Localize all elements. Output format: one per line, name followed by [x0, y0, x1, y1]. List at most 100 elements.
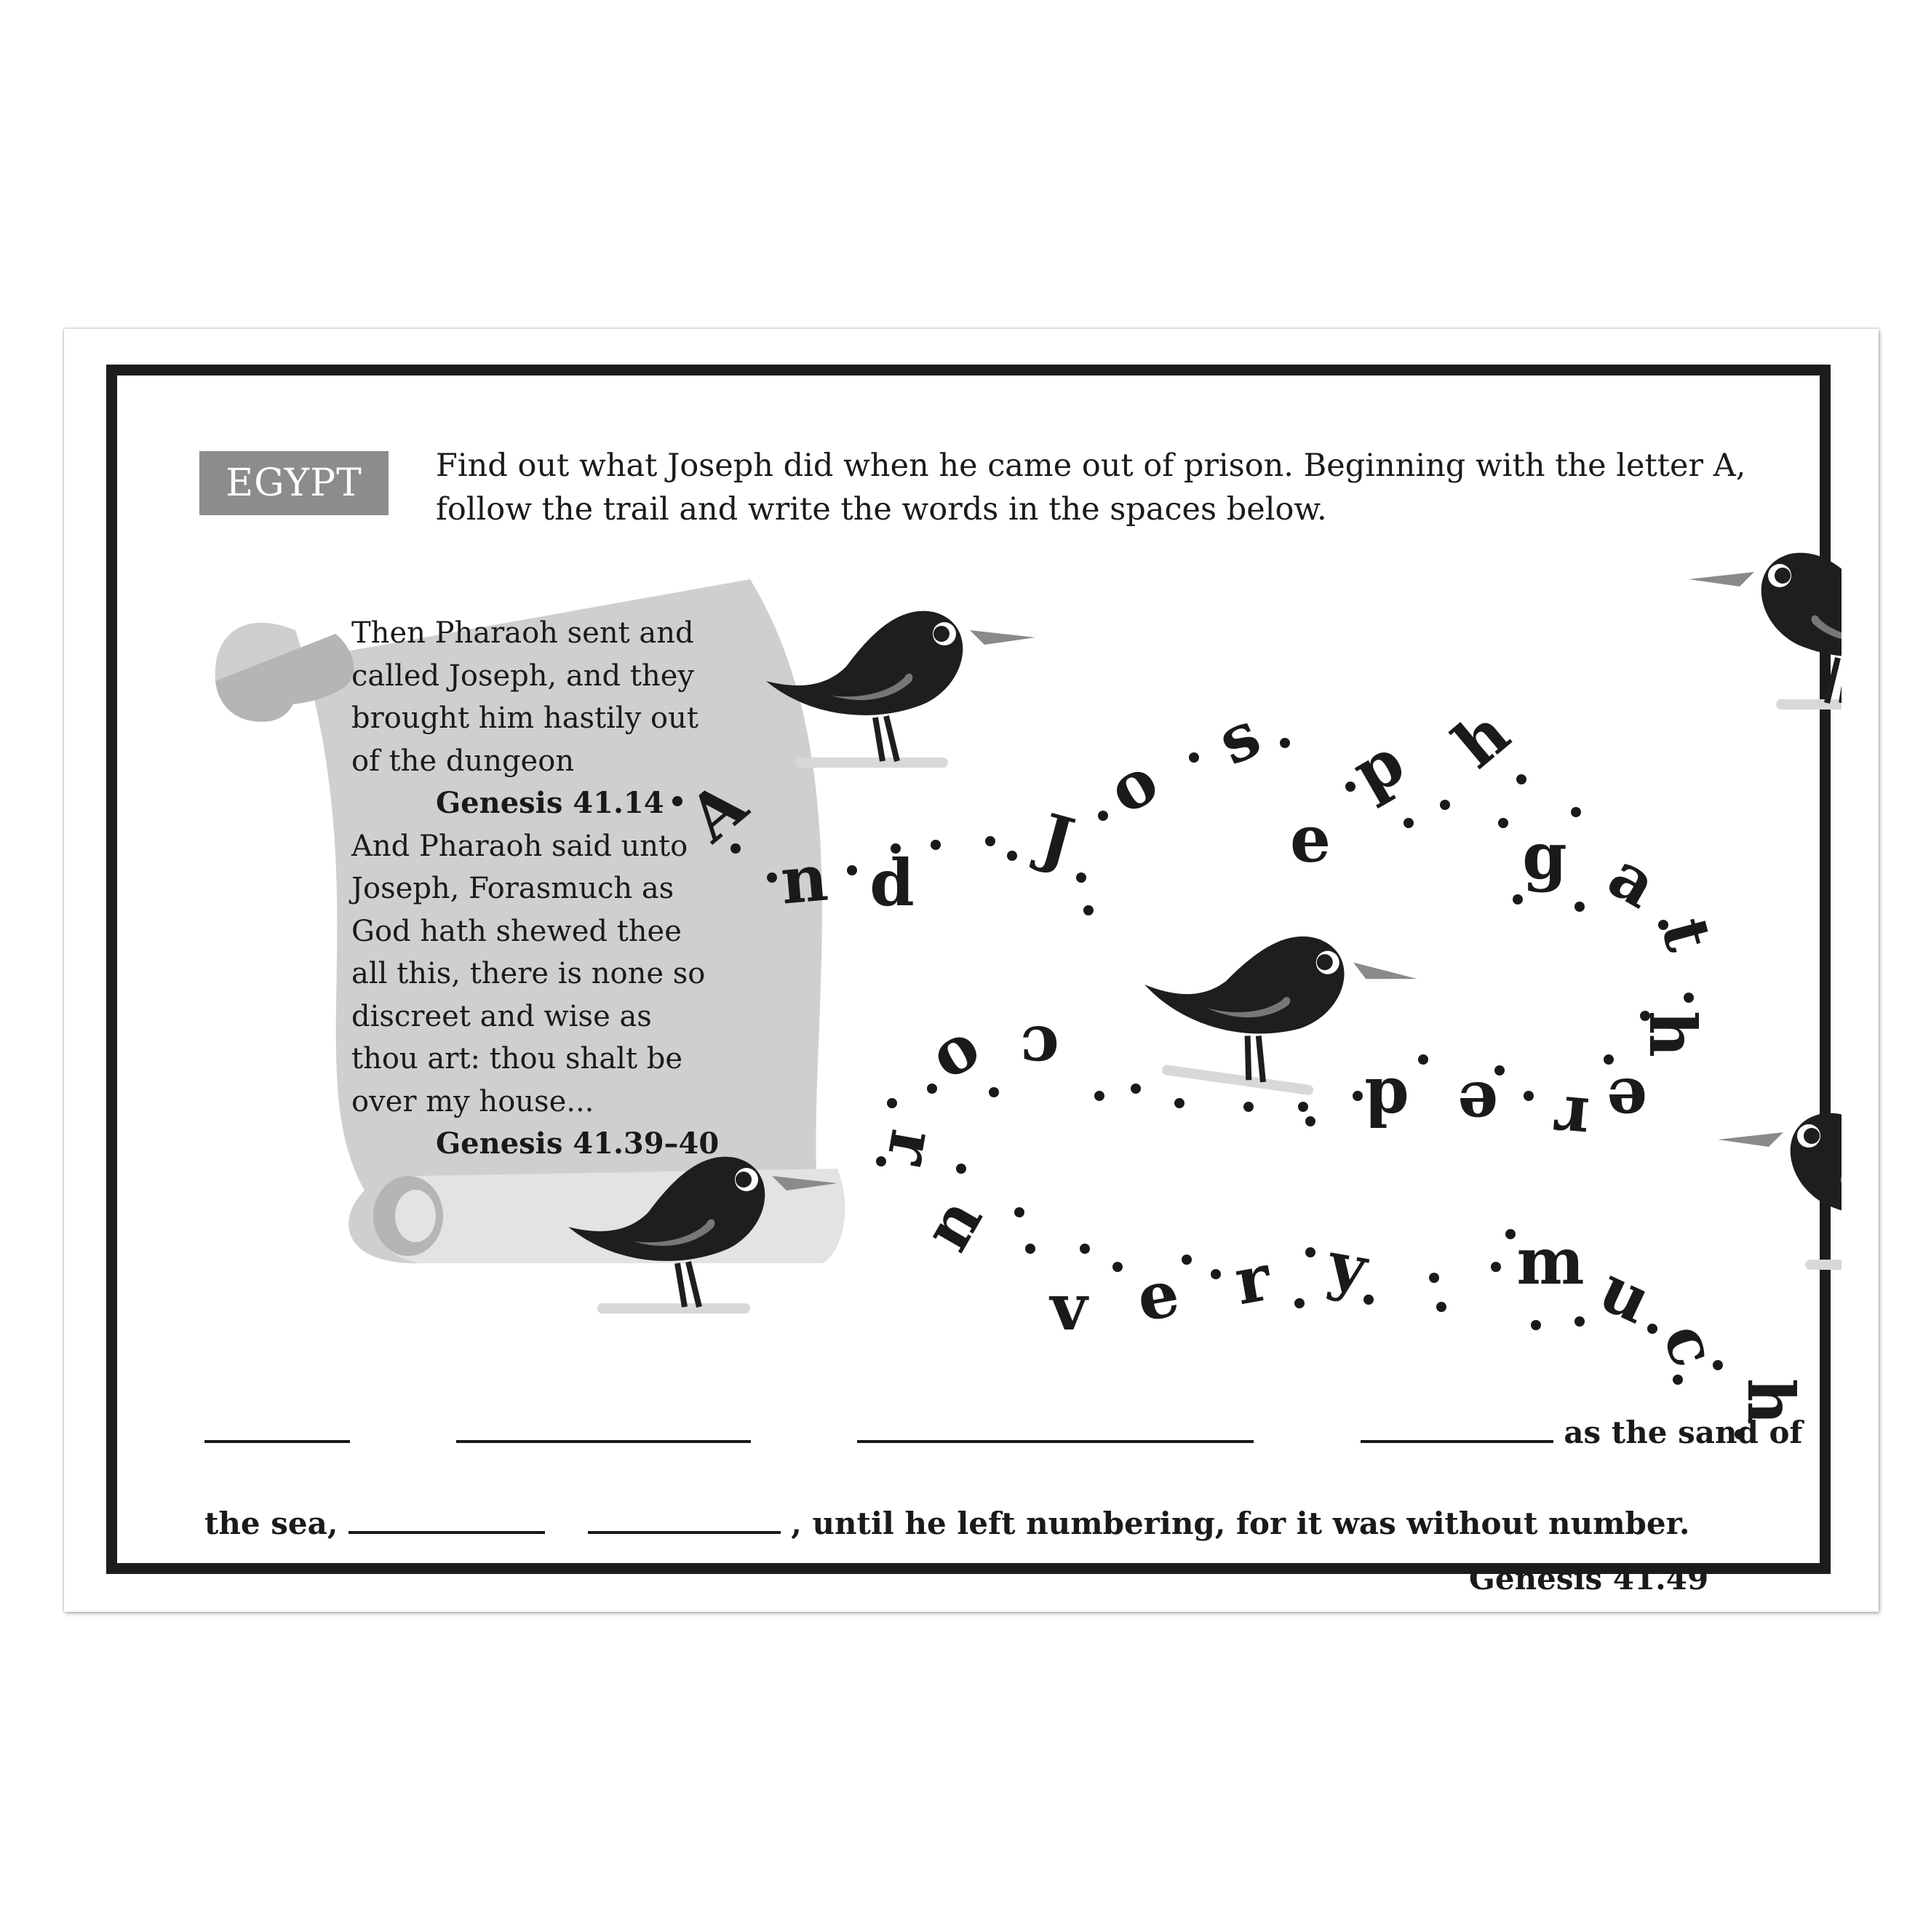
answer-text: , until he left numbering, for it was wi…	[791, 1506, 1690, 1541]
trail-dot	[1080, 1244, 1090, 1254]
answer-blank[interactable]	[587, 1527, 781, 1534]
trail-dot	[1684, 993, 1694, 1003]
trail-dot	[730, 843, 741, 854]
trail-dot	[1189, 752, 1199, 763]
answer-blank[interactable]	[456, 1436, 752, 1443]
trail-dot	[1491, 1262, 1501, 1272]
trail-dot	[1112, 1262, 1123, 1272]
crow-icon	[568, 1157, 837, 1313]
trail-letter: m	[1516, 1223, 1584, 1299]
trail-letter: h	[1733, 1378, 1809, 1425]
trail-letter: v	[1048, 1269, 1089, 1345]
worksheet-frame: EGYPT Find out what Joseph did when he c…	[106, 365, 1831, 1597]
scroll-line: God hath shewed thee	[351, 914, 682, 948]
trail-letter: h	[1439, 694, 1524, 782]
trail-letter: e	[1131, 1255, 1185, 1336]
trail-dot	[1516, 774, 1526, 784]
trail-dot	[1014, 1207, 1024, 1217]
scroll-line: Joseph, Forasmuch as	[351, 872, 674, 905]
trail-letter: e	[1457, 1068, 1498, 1143]
scroll-line: thou art: thou shalt be	[351, 1042, 683, 1076]
trail-dot	[1211, 1269, 1221, 1279]
trail-dot	[1098, 811, 1108, 821]
trail-letter: s	[1206, 696, 1271, 779]
answer-blank[interactable]	[857, 1436, 1254, 1443]
trail-dot	[1076, 872, 1086, 883]
trail-dot	[989, 1087, 999, 1097]
trail-dot	[1604, 1054, 1614, 1065]
trail-letter: g	[1522, 818, 1567, 894]
trail-dot	[1182, 1255, 1192, 1265]
trail-letter: c	[1020, 1011, 1059, 1087]
trail-dot	[1094, 1091, 1104, 1101]
trail-letter: a	[1596, 837, 1670, 923]
trail-dot	[891, 843, 901, 854]
trail-dot	[1713, 1360, 1723, 1370]
trail-letter: d	[1364, 1064, 1409, 1140]
trail-dot	[1298, 1102, 1308, 1112]
scroll-body	[215, 579, 823, 1263]
scroll-text: Then Pharaoh sent and called Joseph, and…	[351, 612, 730, 1166]
scroll-line: called Joseph, and they	[351, 659, 694, 693]
trail-letter: y	[1321, 1225, 1374, 1307]
scroll-reference: Genesis 41.14	[436, 786, 664, 820]
trail-dot	[1440, 800, 1450, 810]
trail-letter: e	[1290, 801, 1331, 877]
trail-letter: d	[869, 845, 915, 921]
trail-dot	[876, 1156, 886, 1166]
answer-line-1: as the sand of	[204, 1415, 1803, 1450]
trail-letter: n	[778, 839, 831, 918]
trail-dot	[1494, 1065, 1505, 1076]
scroll-reference: Genesis 41.39–40	[436, 1126, 720, 1161]
scroll-line: And Pharaoh said unto	[351, 829, 688, 863]
trail-dot	[1498, 818, 1508, 828]
trail-dot	[887, 1098, 897, 1108]
answer-blank[interactable]	[204, 1436, 350, 1443]
trail-dot	[1647, 1324, 1657, 1334]
trail-dot	[1083, 905, 1094, 915]
trail-dot	[767, 872, 777, 883]
trail-letter: p	[1339, 723, 1416, 811]
location-badge: EGYPT	[199, 451, 389, 515]
instructions: Find out what Joseph did when he came ou…	[436, 448, 1746, 528]
answer-text: as the sand of	[1564, 1415, 1803, 1450]
trail-dot	[1640, 1011, 1650, 1021]
scroll-line: brought him hastily out	[351, 701, 698, 735]
trail-dot	[1131, 1084, 1141, 1094]
trail-letter: t	[1647, 910, 1727, 959]
trail-dot	[985, 836, 995, 846]
trail-dot	[1436, 1302, 1446, 1312]
trail-dot	[1658, 920, 1668, 930]
trail-dot	[927, 1084, 937, 1094]
scroll-line: all this, there is none so	[351, 957, 706, 990]
answer-blank[interactable]	[1360, 1436, 1553, 1443]
trail-dot	[1280, 738, 1290, 748]
trail-dot	[931, 840, 941, 850]
trail-dot	[956, 1164, 966, 1174]
scroll-line: over my house...	[351, 1084, 594, 1118]
trail-dot	[1735, 1429, 1745, 1439]
crow-icon	[766, 611, 1035, 768]
trail-letter: A	[674, 766, 762, 856]
trail-dot	[1025, 1244, 1035, 1254]
trail-dot	[1353, 1091, 1363, 1101]
trail-dot	[1574, 902, 1585, 912]
trail-dot	[1294, 1298, 1305, 1308]
trail-dot	[1305, 1247, 1315, 1257]
trail-dot	[1174, 1098, 1185, 1108]
trail-dot	[1404, 818, 1414, 828]
trail-dot	[1505, 1229, 1516, 1239]
trail-dot	[672, 796, 682, 806]
trail-dot	[847, 865, 857, 875]
trail-dot	[1007, 851, 1017, 861]
crow-icon	[1689, 553, 1842, 709]
answer-blank[interactable]	[349, 1527, 546, 1534]
trail-letter: r	[1550, 1081, 1592, 1159]
trail-dot	[1524, 1091, 1534, 1101]
answer-text: the sea,	[204, 1506, 338, 1541]
trail-dot	[1673, 1375, 1683, 1385]
scroll-line: Then Pharaoh sent and	[351, 616, 694, 650]
worksheet-card: EGYPT Find out what Joseph did when he c…	[64, 329, 1879, 1612]
trail-dot	[1513, 894, 1523, 905]
trail-dot	[1531, 1320, 1541, 1330]
